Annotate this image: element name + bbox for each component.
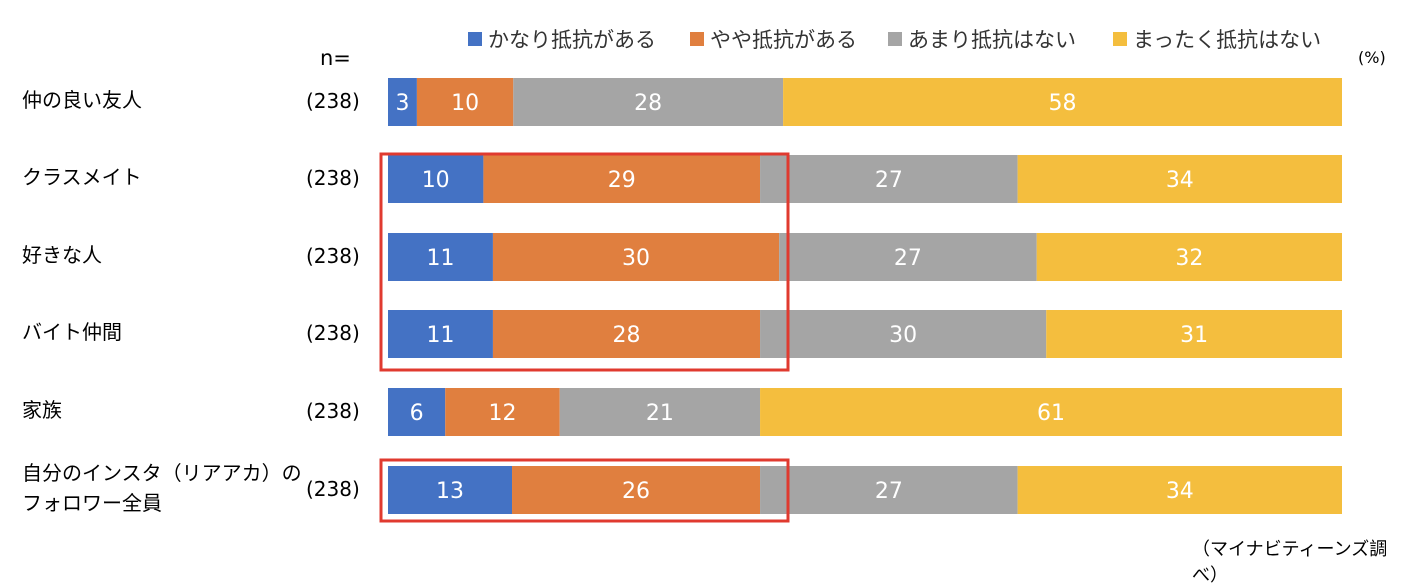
- data-label: 29: [608, 168, 636, 193]
- data-label: 34: [1166, 479, 1194, 504]
- bar-segment: [760, 466, 1018, 514]
- category-label-line: 自分のインスタ（リアアカ）の: [22, 461, 302, 485]
- bar-segment: [760, 155, 1018, 203]
- data-label: 58: [1049, 91, 1077, 116]
- bar-segment: [783, 78, 1342, 126]
- bar-segment: [1017, 466, 1342, 514]
- data-label: 27: [875, 168, 903, 193]
- category-label: 仲の良い友人: [22, 85, 142, 115]
- data-label: 11: [426, 246, 454, 271]
- bar-segment: [388, 310, 493, 358]
- legend-item: あまり抵抗はない: [888, 24, 1076, 54]
- data-label: 26: [622, 479, 650, 504]
- data-label: 28: [613, 323, 641, 348]
- category-label: バイト仲間: [22, 317, 122, 347]
- unit-label: (%): [1358, 48, 1386, 67]
- category-label: 自分のインスタ（リアアカ）の フォロワー全員: [22, 458, 302, 518]
- bar-segment: [388, 155, 484, 203]
- bar-segment: [779, 233, 1037, 281]
- category-label-line: フォロワー全員: [22, 491, 162, 515]
- data-label: 10: [451, 91, 479, 116]
- data-label: 21: [646, 401, 674, 426]
- category-label-line: 仲の良い友人: [22, 88, 142, 112]
- bar-segment: [1036, 233, 1342, 281]
- sample-size-label: (238): [306, 166, 360, 190]
- bar-segment: [492, 310, 761, 358]
- bar-segment: [1046, 310, 1342, 358]
- category-label: 家族: [22, 395, 62, 425]
- category-label: クラスメイト: [22, 162, 142, 192]
- data-label: 28: [634, 91, 662, 116]
- data-label: 12: [488, 401, 516, 426]
- legend-swatch: [690, 32, 704, 46]
- category-label-line: クラスメイト: [22, 165, 142, 189]
- data-label: 10: [422, 168, 450, 193]
- highlight-box: [379, 152, 790, 372]
- bar-segment: [492, 233, 780, 281]
- data-label: 27: [875, 479, 903, 504]
- sample-size-label: (238): [306, 321, 360, 345]
- legend-label: まったく抵抗はない: [1133, 28, 1322, 52]
- source-note: （マイナビティーンズ調べ）: [1192, 539, 1388, 586]
- highlight-box: [379, 458, 790, 523]
- data-label: 30: [889, 323, 917, 348]
- data-label: 3: [395, 91, 409, 116]
- legend-swatch: [1113, 32, 1127, 46]
- data-label: 34: [1166, 168, 1194, 193]
- data-label: 31: [1180, 323, 1208, 348]
- bar-segment: [445, 388, 560, 436]
- data-label: 32: [1175, 246, 1203, 271]
- data-label: 6: [410, 401, 424, 426]
- bar-segment: [559, 388, 761, 436]
- legend-label: かなり抵抗がある: [488, 28, 656, 52]
- sample-size-label: (238): [306, 89, 360, 113]
- data-label: 11: [426, 323, 454, 348]
- bar-segment: [760, 310, 1047, 358]
- category-label-line: 家族: [22, 398, 62, 422]
- sample-size-label: (238): [306, 399, 360, 423]
- data-label: 13: [436, 479, 464, 504]
- bar-segment: [388, 78, 417, 126]
- category-label-line: 好きな人: [22, 243, 102, 267]
- sample-size-label: (238): [306, 244, 360, 268]
- bar-segment: [388, 233, 493, 281]
- bar-segment: [1017, 155, 1342, 203]
- legend-item: かなり抵抗がある: [468, 24, 656, 54]
- data-label: 27: [894, 246, 922, 271]
- bar-segment: [513, 78, 784, 126]
- bar-segment: [388, 466, 513, 514]
- sample-size-label: (238): [306, 477, 360, 501]
- data-label: 30: [622, 246, 650, 271]
- legend-swatch: [888, 32, 902, 46]
- category-label: 好きな人: [22, 240, 102, 270]
- legend-swatch: [468, 32, 482, 46]
- bar-segment: [760, 388, 1342, 436]
- legend-label: やや抵抗がある: [710, 28, 857, 52]
- legend-item: やや抵抗がある: [690, 24, 857, 54]
- bar-segment: [388, 388, 446, 436]
- n-header: n=: [320, 46, 351, 70]
- bar-segment: [416, 78, 514, 126]
- legend-label: あまり抵抗はない: [908, 28, 1076, 52]
- data-label: 61: [1037, 401, 1065, 426]
- legend-item: まったく抵抗はない: [1113, 24, 1321, 54]
- bar-segment: [483, 155, 761, 203]
- bar-segment: [512, 466, 761, 514]
- category-label-line: バイト仲間: [22, 320, 122, 344]
